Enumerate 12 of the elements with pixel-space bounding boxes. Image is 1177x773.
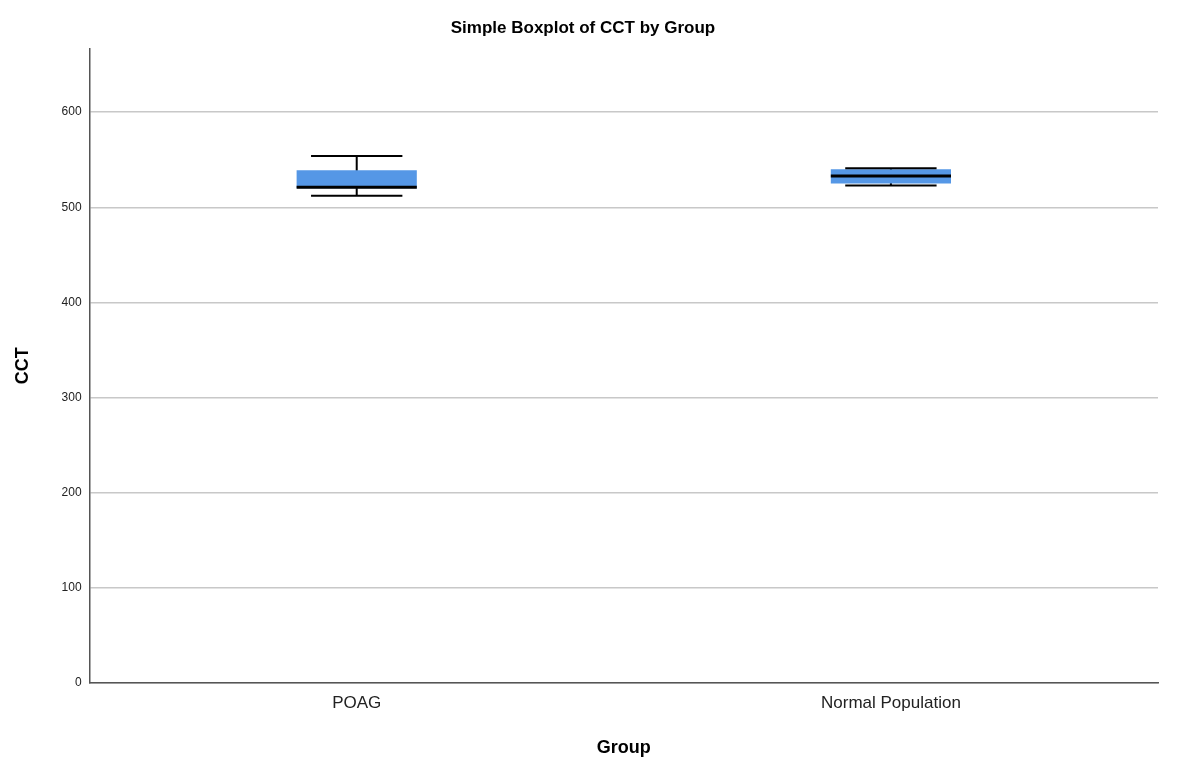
- x-tick-label: Normal Population: [820, 692, 961, 712]
- x-tick-label: POAG: [332, 692, 382, 712]
- chart-title: Simple Boxplot of CCT by Group: [450, 17, 716, 37]
- y-tick-label: 500: [61, 199, 82, 214]
- y-tick-label: 600: [61, 104, 82, 119]
- y-tick-label: 200: [61, 485, 82, 500]
- y-tick-label: 300: [61, 389, 82, 404]
- y-tick-label: 100: [61, 580, 82, 595]
- y-tick-label: 400: [61, 294, 82, 309]
- y-tick-label: 0: [74, 675, 82, 690]
- y-axis-title: CCT: [11, 347, 32, 385]
- x-axis-title: Group: [596, 737, 651, 758]
